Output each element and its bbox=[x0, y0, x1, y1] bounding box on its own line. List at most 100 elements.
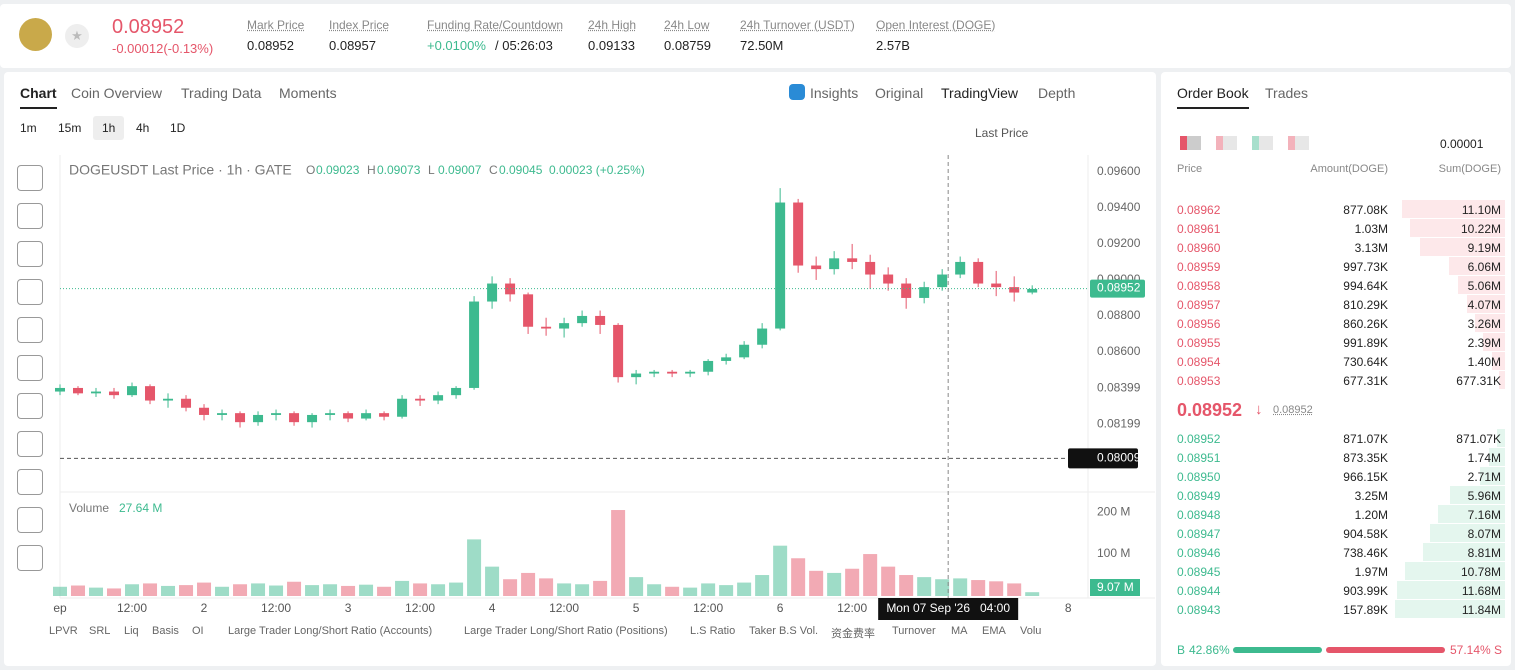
depth-bar bbox=[1449, 486, 1505, 504]
tab[interactable]: Trading Data bbox=[181, 85, 262, 101]
volume-bar bbox=[665, 586, 680, 596]
indicator[interactable]: Liq bbox=[124, 625, 139, 637]
candle-body bbox=[325, 413, 336, 415]
ob-amount: 738.46K bbox=[1343, 546, 1388, 560]
candle-body bbox=[757, 328, 768, 345]
header bbox=[0, 4, 1511, 68]
crosshair-date: Mon 07 Sep '26 04:00 bbox=[886, 601, 1010, 615]
ob-sum: 871.07K bbox=[1456, 432, 1501, 446]
indicator[interactable]: OI bbox=[192, 625, 204, 637]
drawing-tool[interactable] bbox=[17, 469, 43, 495]
volume-bar bbox=[1025, 592, 1040, 596]
precision[interactable]: 0.00001 bbox=[1440, 137, 1484, 151]
volume-bar bbox=[413, 583, 428, 596]
favorite[interactable]: ★ bbox=[65, 24, 89, 48]
drawing-tool[interactable] bbox=[17, 279, 43, 305]
indicator[interactable]: Taker B.S Vol. bbox=[749, 625, 819, 637]
ob-price: 0.08944 bbox=[1177, 584, 1221, 598]
x-tick-label: 4 bbox=[489, 601, 496, 615]
candle-body bbox=[469, 301, 480, 388]
ob-price: 0.08949 bbox=[1177, 489, 1221, 503]
indicator[interactable]: 资金费率 bbox=[831, 628, 875, 640]
interval[interactable]: 1h bbox=[93, 116, 125, 140]
indicator[interactable]: Basis bbox=[152, 625, 179, 637]
candle-body bbox=[721, 357, 732, 361]
legend-key: H bbox=[367, 163, 376, 177]
view-tab[interactable]: Insights bbox=[810, 85, 859, 101]
drawing-tool[interactable] bbox=[17, 355, 43, 381]
interval[interactable]: 15m bbox=[58, 121, 82, 135]
volume-bar bbox=[935, 579, 950, 596]
interval[interactable]: 1D bbox=[170, 121, 186, 135]
volume-bar bbox=[719, 585, 734, 596]
ob-amount: 994.64K bbox=[1343, 279, 1388, 293]
legend-value: 0.09073 bbox=[377, 163, 421, 177]
x-tick-label: 8 bbox=[1065, 601, 1072, 615]
volume-bar bbox=[233, 584, 248, 596]
layout-toggle[interactable] bbox=[1180, 136, 1201, 150]
tab[interactable]: Moments bbox=[279, 85, 337, 101]
drawing-tool[interactable] bbox=[17, 431, 43, 457]
ob-sum: 1.74M bbox=[1467, 451, 1501, 465]
ob-amount: 1.97M bbox=[1354, 565, 1388, 579]
indicator[interactable]: Turnover bbox=[892, 625, 936, 637]
indicator[interactable]: L.S Ratio bbox=[690, 625, 736, 637]
indicator[interactable]: MA bbox=[951, 625, 968, 637]
layout-toggle[interactable] bbox=[1216, 136, 1237, 150]
ob-price: 0.08953 bbox=[1177, 374, 1221, 388]
ob-tab[interactable]: Order Book bbox=[1177, 85, 1249, 109]
volume-bar bbox=[989, 581, 1004, 596]
drawing-tool[interactable] bbox=[17, 165, 43, 191]
price-source[interactable]: Last Price bbox=[975, 126, 1029, 140]
indicator[interactable]: LPVR bbox=[49, 625, 78, 637]
drawing-tool[interactable] bbox=[17, 317, 43, 343]
chart-panel bbox=[4, 72, 1156, 666]
candle-body bbox=[955, 261, 966, 275]
drawing-tool[interactable] bbox=[17, 507, 43, 533]
volume-bar bbox=[107, 588, 122, 596]
indicator[interactable]: Large Trader Long/Short Ratio (Positions… bbox=[464, 625, 668, 637]
coin-icon bbox=[19, 18, 52, 51]
x-tick-label: 2 bbox=[201, 601, 208, 615]
ratio-buy-label: 42.86% bbox=[1189, 643, 1230, 657]
ob-amount: 810.29K bbox=[1343, 298, 1388, 312]
volume-bar bbox=[359, 584, 374, 596]
view-tab[interactable]: Original bbox=[875, 85, 924, 101]
volume-last: 9.07 M bbox=[1097, 580, 1134, 594]
volume-bar bbox=[305, 585, 320, 596]
depth-bar bbox=[1496, 429, 1505, 447]
indicator[interactable]: Volu bbox=[1020, 625, 1042, 637]
indicator[interactable]: SRL bbox=[89, 625, 111, 637]
y-tick-label: 0.08600 bbox=[1097, 344, 1141, 358]
ob-sum: 11.10M bbox=[1461, 203, 1501, 217]
ob-tab[interactable]: Trades bbox=[1265, 85, 1309, 101]
tab[interactable]: Coin Overview bbox=[71, 85, 163, 101]
indicator[interactable]: Large Trader Long/Short Ratio (Accounts) bbox=[228, 625, 433, 637]
stat-label: 24h Low bbox=[664, 18, 710, 32]
view-tab[interactable]: Depth bbox=[1038, 85, 1076, 101]
view-tab[interactable]: TradingView bbox=[941, 85, 1019, 101]
mid-price: 0.08952 bbox=[1177, 400, 1243, 420]
volume-bar bbox=[521, 572, 536, 596]
volume-tick-label: 100 M bbox=[1097, 546, 1130, 560]
candle-body bbox=[289, 413, 300, 423]
ai-icon bbox=[789, 84, 805, 100]
ob-price: 0.08943 bbox=[1177, 603, 1221, 617]
drawing-tool[interactable] bbox=[17, 241, 43, 267]
ob-sum: 2.71M bbox=[1467, 470, 1501, 484]
drawing-tool[interactable] bbox=[17, 203, 43, 229]
layout-toggle[interactable] bbox=[1252, 136, 1273, 150]
x-tick-label: ep bbox=[53, 601, 67, 615]
change: -0.00012(-0.13%) bbox=[112, 41, 214, 56]
layout-toggle[interactable] bbox=[1288, 136, 1309, 150]
interval[interactable]: 1m bbox=[20, 121, 37, 135]
volume-bar bbox=[809, 570, 824, 596]
interval[interactable]: 4h bbox=[136, 121, 150, 135]
tab[interactable]: Chart bbox=[20, 85, 57, 109]
drawing-tool[interactable] bbox=[17, 545, 43, 571]
drawing-tool[interactable] bbox=[17, 393, 43, 419]
legend-value: 0.09045 bbox=[499, 163, 543, 177]
indicator[interactable]: EMA bbox=[982, 625, 1006, 637]
volume-title: Volume bbox=[69, 501, 109, 515]
depth-bar bbox=[1498, 371, 1505, 389]
